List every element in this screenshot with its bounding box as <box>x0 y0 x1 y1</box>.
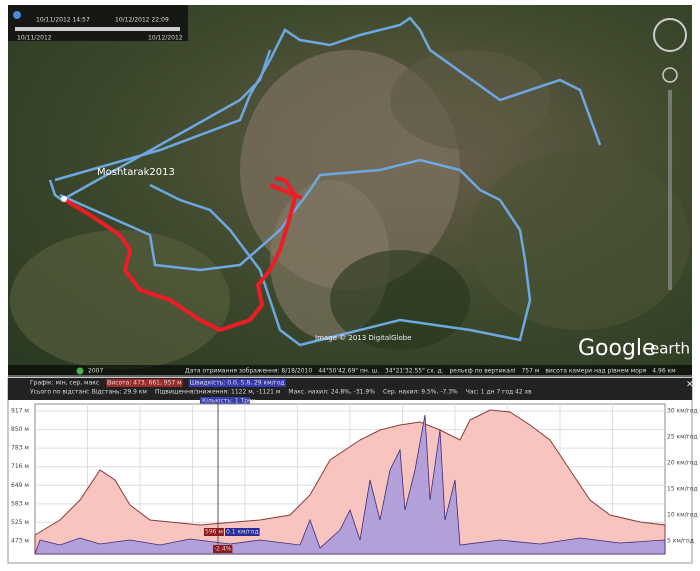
zoom-slider[interactable] <box>668 90 672 290</box>
map-view[interactable]: Moshtarak2013 Image © 2013 DigitalGlobe … <box>8 5 692 375</box>
profile-stat: Сер. нахил: 9.5%, -7.3% <box>383 389 458 396</box>
speed-label: 25 км/год <box>667 434 698 441</box>
readout-bg <box>213 545 233 553</box>
gps-track <box>48 49 272 202</box>
gps-track <box>59 158 532 347</box>
route-end-mark <box>269 183 303 200</box>
speed-label: 10 км/год <box>667 512 698 519</box>
stat-highlight <box>188 379 286 387</box>
cursor-readout: 596 м <box>205 529 223 536</box>
profile-stat: Підвищення/зниження: 1122 м, -1121 м <box>155 389 280 396</box>
profile-stat: Час: 1 дн 7 год 42 хв <box>466 389 532 396</box>
track-count: Кількість: 1 Трек <box>202 398 256 405</box>
gps-track <box>54 16 602 182</box>
status-item: 44°50'42.69" пн. ш. <box>318 368 379 375</box>
timeline-control[interactable]: 10/11/2012 14:57 10/12/2012 22:09 10/11/… <box>8 5 188 42</box>
status-item: Дата отримання зображення: 8/18/2010 <box>185 368 312 375</box>
elevation-profile: Графік: мін, сер, макс Висота: 473, 661, … <box>7 377 698 564</box>
status-item: висота камери над рівнем моря <box>545 368 646 375</box>
elevation-label: 716 м <box>11 463 29 470</box>
profile-stat: Макс. нахил: 24.8%, -31.9% <box>288 389 375 396</box>
navigation-compass[interactable] <box>653 18 687 52</box>
close-button[interactable]: × <box>686 380 694 390</box>
stat-highlight <box>106 379 183 387</box>
profile-stat: Висота: 473, 661, 957 м <box>107 380 182 387</box>
copyright: Image © 2013 DigitalGlobe <box>315 334 412 342</box>
status-item: 34°21'32.55" сх. д. <box>385 368 444 375</box>
range-start: 10/11/2012 <box>17 35 52 42</box>
status-item: 4.96 км <box>652 368 675 375</box>
logo-google: Google <box>578 336 656 361</box>
elevation-label: 649 м <box>11 482 29 489</box>
placemark-icon[interactable] <box>61 196 67 202</box>
readout-bg <box>225 528 260 536</box>
elevation-label: 917 м <box>11 408 29 415</box>
readout-bg <box>204 528 224 536</box>
speed-label: 20 км/год <box>667 460 698 467</box>
look-control[interactable] <box>662 67 678 83</box>
elevation-area <box>34 409 666 555</box>
status-item: 757 м <box>521 368 539 375</box>
status-bar: 2007 Дата отримання зображення: 8/18/201… <box>8 365 692 377</box>
elevation-label: 850 м <box>11 426 29 433</box>
time-end: 10/12/2012 22:09 <box>115 17 169 24</box>
elevation-label: 525 м <box>11 519 29 526</box>
year: 2007 <box>88 368 103 375</box>
elevation-label: 473 м <box>11 538 29 545</box>
speed-label: 5 км/год <box>667 538 694 545</box>
logo-earth: earth <box>650 340 690 358</box>
elevation-label: 783 м <box>11 445 29 452</box>
profile-stat: Швидкість: 0.0, 5.8, 29 км/год <box>190 380 285 387</box>
red-route <box>60 176 298 333</box>
speed-label: 15 км/год <box>667 486 698 493</box>
speed-area <box>34 414 666 555</box>
elevation-label: 583 м <box>11 500 29 507</box>
cursor-readout: -2.4% <box>214 546 232 553</box>
time-start: 10/11/2012 14:57 <box>36 17 90 24</box>
status-item: рельєф по вертикалі <box>450 368 516 375</box>
profile-stat: Усього по відстані: Відстань: 29.9 км <box>30 389 147 396</box>
placemark-label[interactable]: Moshtarak2013 <box>97 167 175 178</box>
cursor-readout: 0.1 км/год <box>226 529 259 536</box>
range-end: 10/12/2012 <box>148 35 183 42</box>
profile-stat: Графік: мін, сер, макс <box>30 380 99 387</box>
speed-label: 30 км/год <box>667 408 698 415</box>
track-chip <box>200 397 250 404</box>
